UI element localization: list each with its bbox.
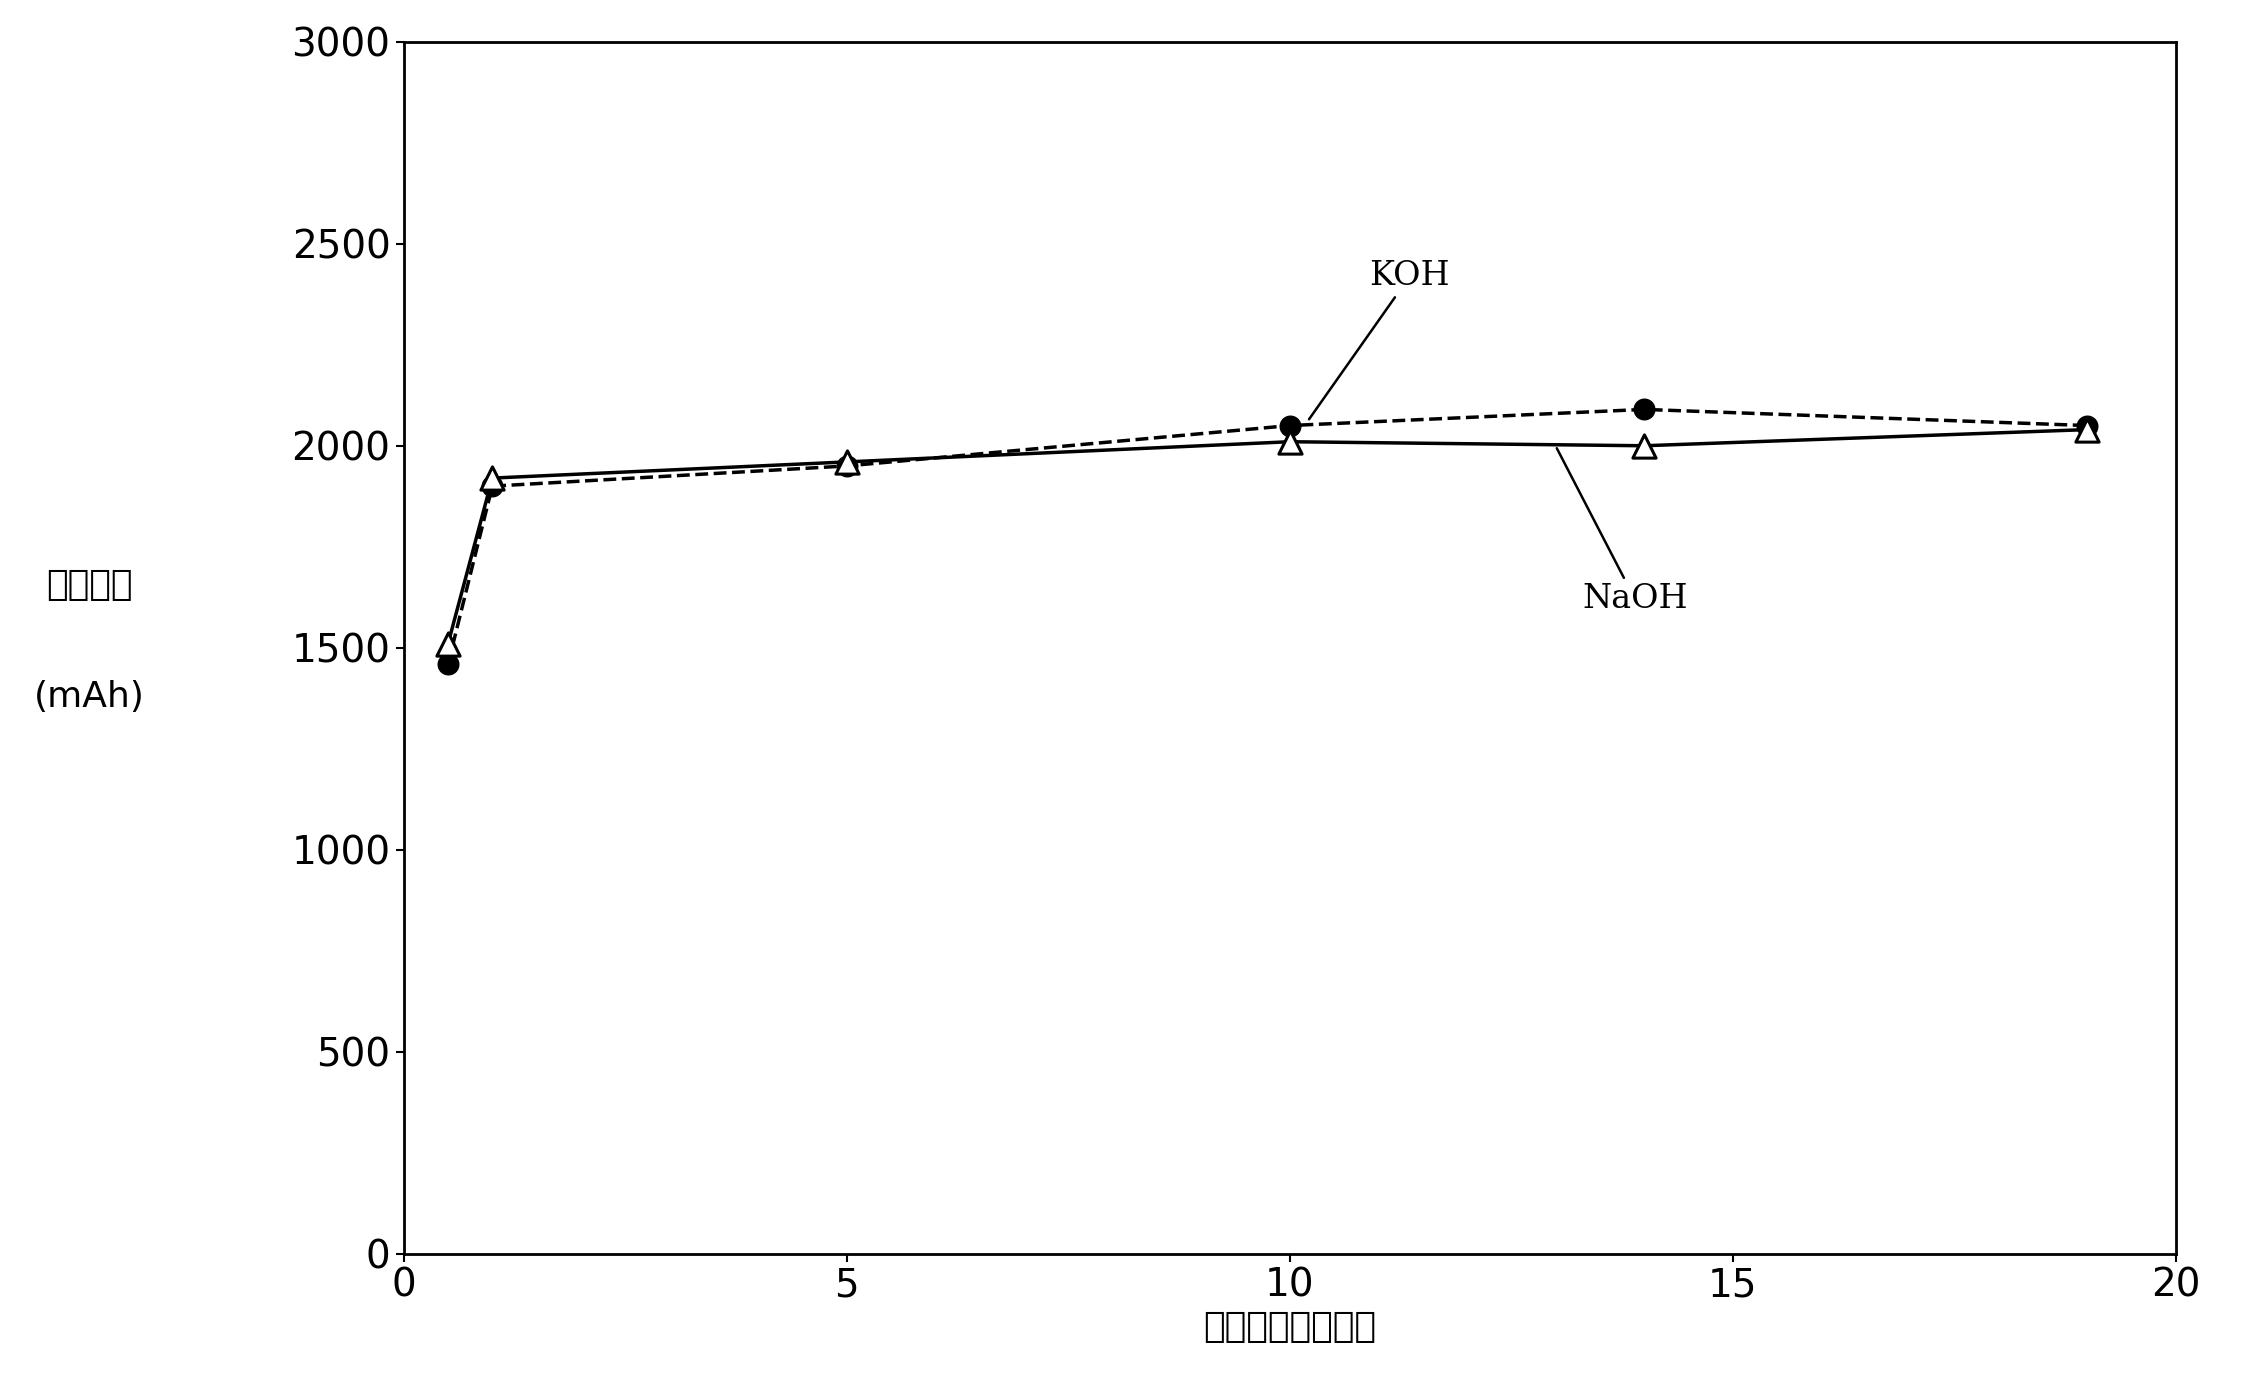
Point — [1626, 435, 1662, 457]
Point — [431, 653, 467, 676]
Point — [476, 467, 511, 489]
Point — [2068, 418, 2104, 440]
Text: 电池容量: 电池容量 — [47, 568, 132, 602]
Point — [1626, 398, 1662, 421]
X-axis label: 碱性水溶液的浓度: 碱性水溶液的浓度 — [1202, 1311, 1377, 1344]
Point — [476, 475, 511, 497]
Point — [2068, 415, 2104, 437]
Text: (mAh): (mAh) — [34, 680, 146, 713]
Point — [830, 454, 866, 476]
Text: NaOH: NaOH — [1557, 449, 1687, 616]
Text: KOH: KOH — [1310, 260, 1449, 419]
Point — [431, 632, 467, 655]
Point — [830, 451, 866, 474]
Point — [1272, 415, 1308, 437]
Point — [1272, 430, 1308, 453]
